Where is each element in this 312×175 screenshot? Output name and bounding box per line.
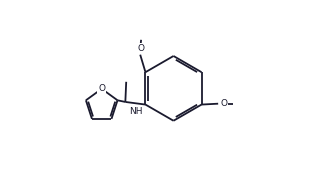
- Text: NH: NH: [129, 107, 143, 116]
- Text: O: O: [220, 99, 227, 108]
- Text: O: O: [98, 84, 105, 93]
- Text: O: O: [137, 44, 144, 52]
